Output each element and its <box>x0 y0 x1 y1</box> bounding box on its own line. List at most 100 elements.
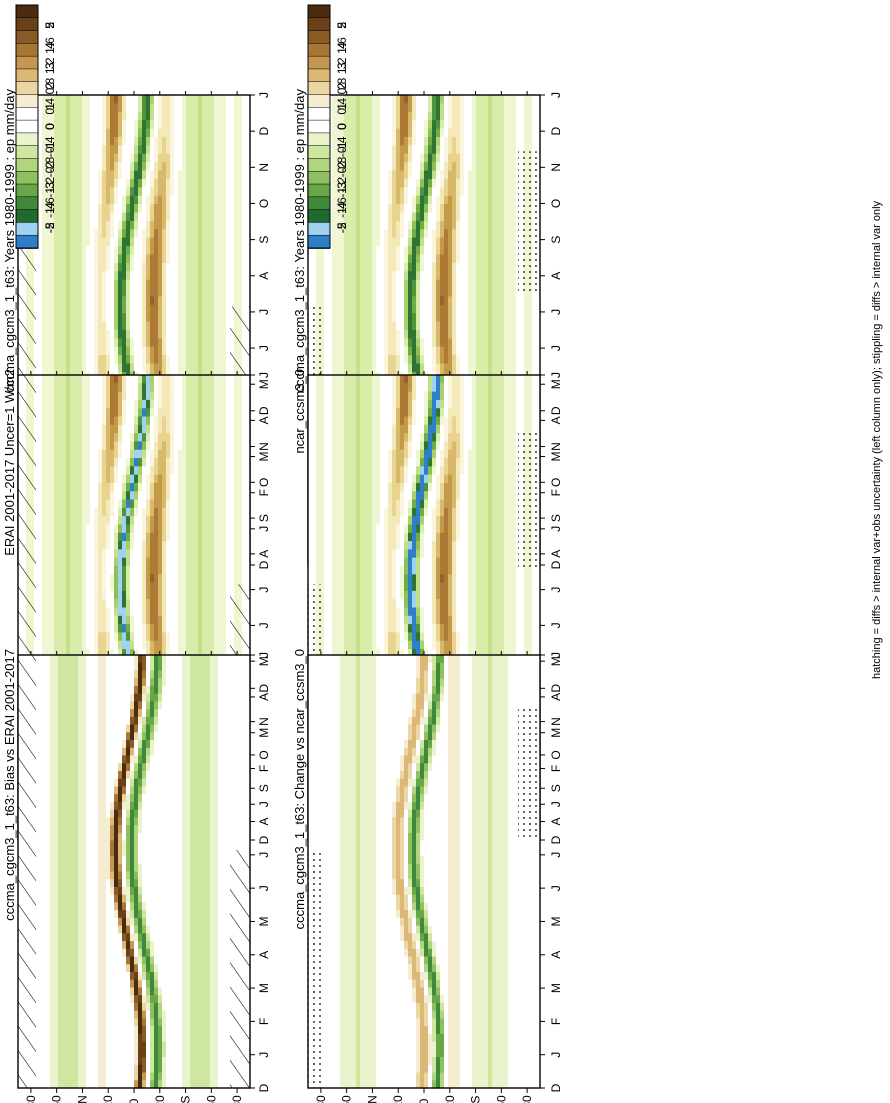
heatmap-cell <box>126 271 131 281</box>
heatmap-cell <box>332 346 337 356</box>
heatmap-cell <box>226 120 231 130</box>
heatmap-cell <box>412 204 417 214</box>
heatmap-cell <box>58 279 63 289</box>
heatmap-cell <box>234 111 239 121</box>
heatmap-cell <box>54 103 59 113</box>
heatmap-cell <box>380 313 385 323</box>
heatmap-cell <box>380 195 385 205</box>
heatmap-cell <box>134 136 139 146</box>
heatmap-cell <box>170 271 175 281</box>
heatmap-cell <box>154 288 159 298</box>
heatmap-cell <box>210 321 215 331</box>
heatmap-cell <box>106 103 111 113</box>
heatmap-cell <box>384 145 389 155</box>
heatmap-cell <box>162 346 167 356</box>
heatmap-cell <box>150 321 155 331</box>
heatmap-cell <box>384 346 389 356</box>
heatmap-cell <box>380 288 385 298</box>
heatmap-cell <box>146 162 151 172</box>
heatmap-cell <box>352 95 357 104</box>
heatmap-cell <box>182 229 187 239</box>
heatmap-cell <box>348 330 353 339</box>
heatmap-cell <box>336 178 341 188</box>
heatmap-cell <box>404 162 409 172</box>
heatmap-cell <box>102 187 107 197</box>
heatmap-cell <box>122 128 127 138</box>
heatmap-cell <box>380 296 385 306</box>
heatmap-cell <box>400 237 405 247</box>
heatmap-cell <box>34 254 39 264</box>
heatmap-cell <box>50 111 55 121</box>
heatmap-cell <box>336 271 341 281</box>
heatmap-cell <box>86 346 91 356</box>
heatmap-cell <box>344 338 349 348</box>
heatmap-cell <box>38 128 43 138</box>
heatmap-cell <box>218 195 223 205</box>
heatmap-cell <box>126 103 131 113</box>
heatmap-cell <box>218 229 223 239</box>
heatmap-cell <box>336 321 341 331</box>
heatmap-cell <box>332 363 337 373</box>
heatmap-cell <box>70 128 75 138</box>
heatmap-cell <box>198 204 203 214</box>
heatmap-cell <box>86 321 91 331</box>
heatmap-cell <box>66 237 71 247</box>
heatmap-cell <box>316 271 321 281</box>
heatmap-cell <box>174 237 179 247</box>
heatmap-cell <box>230 120 235 130</box>
heatmap-cell <box>218 103 223 113</box>
heatmap-cell <box>348 178 353 188</box>
heatmap-cell <box>408 204 413 214</box>
panels-root: DJFMAMJJASONDJ8060°N20020°S6080cccma_cgc… <box>2 4 563 1103</box>
heatmap-cell <box>82 246 87 256</box>
heatmap-cell <box>404 128 409 138</box>
heatmap-cell <box>182 355 187 365</box>
heatmap-cell <box>166 128 171 138</box>
heatmap-cell <box>392 338 397 348</box>
heatmap-cell <box>368 355 373 365</box>
heatmap-cell <box>400 212 405 222</box>
heatmap-cell <box>214 237 219 247</box>
heatmap-cell <box>376 355 381 365</box>
heatmap-cell <box>352 246 357 256</box>
heatmap-cell <box>122 178 127 188</box>
heatmap-cell <box>364 162 369 172</box>
heatmap-cell <box>114 246 119 256</box>
heatmap-cell <box>364 246 369 256</box>
heatmap-cell <box>348 212 353 222</box>
heatmap-cell <box>408 321 413 331</box>
heatmap-cell <box>218 145 223 155</box>
heatmap-cell <box>166 136 171 146</box>
heatmap-cell <box>174 346 179 356</box>
heatmap-cell <box>222 346 227 356</box>
heatmap-cell <box>82 271 87 281</box>
heatmap-cell <box>356 254 361 264</box>
heatmap-cell <box>94 246 99 256</box>
heatmap-cell <box>126 355 131 365</box>
heatmap-cell <box>194 338 199 348</box>
heatmap-cell <box>388 346 393 356</box>
heatmap-cell <box>234 120 239 130</box>
heatmap-cell <box>194 254 199 264</box>
heatmap-cell <box>222 103 227 113</box>
heatmap-cell <box>352 304 357 314</box>
heatmap-cell <box>368 212 373 222</box>
heatmap-cell <box>372 279 377 289</box>
heatmap-cell <box>194 279 199 289</box>
heatmap-cell <box>82 288 87 298</box>
heatmap-cell <box>404 204 409 214</box>
heatmap-cell <box>202 145 207 155</box>
heatmap-cell <box>138 120 143 130</box>
heatmap-cell <box>134 153 139 163</box>
heatmap-cell <box>90 288 95 298</box>
heatmap-cell <box>166 195 171 205</box>
heatmap-cell <box>376 136 381 146</box>
heatmap-cell <box>400 120 405 130</box>
heatmap-cell <box>202 128 207 138</box>
heatmap-cell <box>416 288 421 298</box>
heatmap-cell <box>130 304 135 314</box>
heatmap-cell <box>130 170 135 180</box>
heatmap-cell <box>420 330 425 339</box>
heatmap-cell <box>90 246 95 256</box>
heatmap-cell <box>376 313 381 323</box>
